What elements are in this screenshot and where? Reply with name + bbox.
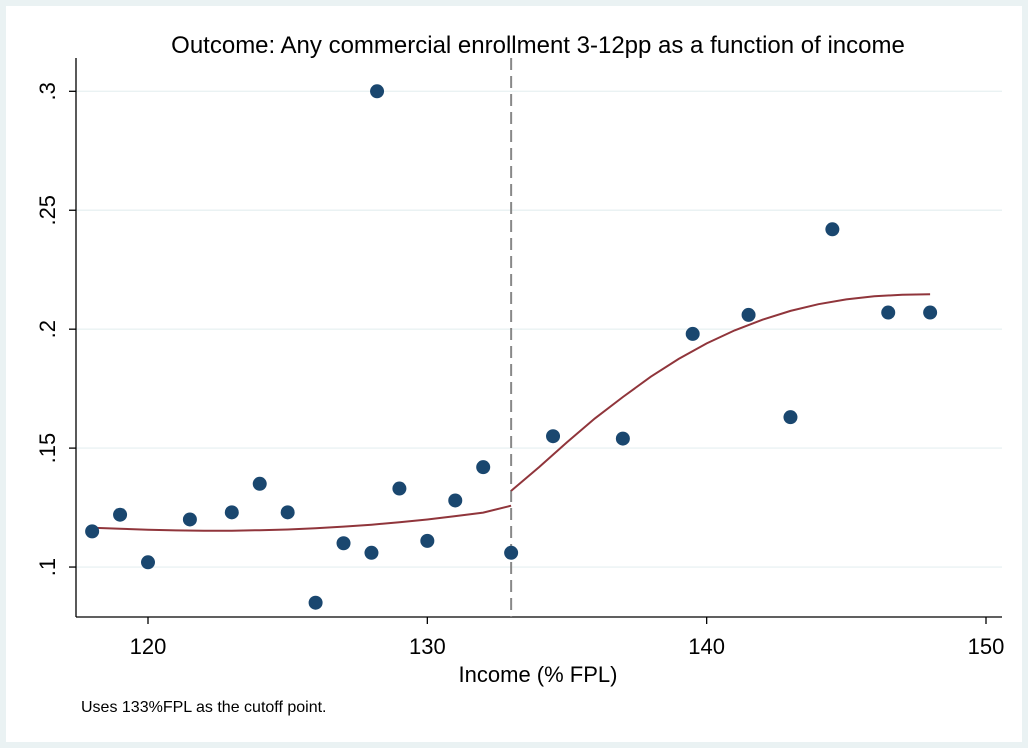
chart-note: Uses 133%FPL as the cutoff point. (81, 699, 326, 716)
data-point (615, 431, 630, 446)
y-tick-label: .25 (35, 195, 60, 226)
y-tick-label: .3 (35, 82, 60, 100)
data-point (308, 595, 323, 610)
grid-lines (76, 90, 1002, 568)
data-point (392, 481, 407, 496)
data-point (825, 222, 840, 237)
data-point (85, 524, 100, 539)
y-ticks: .1 .15 .2 .25 .3 (35, 82, 76, 576)
data-point (280, 505, 295, 520)
data-point (685, 326, 700, 341)
x-tick-label: 150 (968, 634, 1005, 659)
data-point (113, 507, 128, 522)
fit-line (510, 293, 931, 492)
data-point (546, 429, 561, 444)
data-point (224, 505, 239, 520)
fit-lines (92, 293, 931, 532)
x-tick-label: 130 (409, 634, 446, 659)
x-axis-label: Income (% FPL) (459, 662, 618, 687)
data-point (182, 512, 197, 527)
y-tick-label: .2 (35, 320, 60, 338)
chart-background (6, 6, 1022, 742)
data-point (252, 476, 267, 491)
data-point (741, 307, 756, 322)
data-point (370, 84, 385, 99)
data-point (336, 536, 351, 551)
y-tick-label: .1 (35, 558, 60, 576)
chart-title: Outcome: Any commercial enrollment 3-12p… (171, 32, 905, 59)
x-tick-label: 140 (688, 634, 725, 659)
data-point (141, 555, 155, 570)
x-tick-label: 120 (130, 634, 167, 659)
data-point (476, 460, 491, 475)
data-point (504, 545, 519, 560)
data-point (923, 305, 938, 320)
data-point (783, 410, 798, 425)
data-point (448, 493, 463, 508)
data-point (420, 533, 435, 548)
fit-line (92, 504, 512, 532)
data-points (85, 84, 938, 610)
y-tick-label: .15 (35, 433, 60, 464)
axes (75, 58, 1002, 618)
data-point (364, 545, 379, 560)
x-ticks: 120 130 140 150 (130, 617, 1005, 659)
data-point (881, 305, 896, 320)
